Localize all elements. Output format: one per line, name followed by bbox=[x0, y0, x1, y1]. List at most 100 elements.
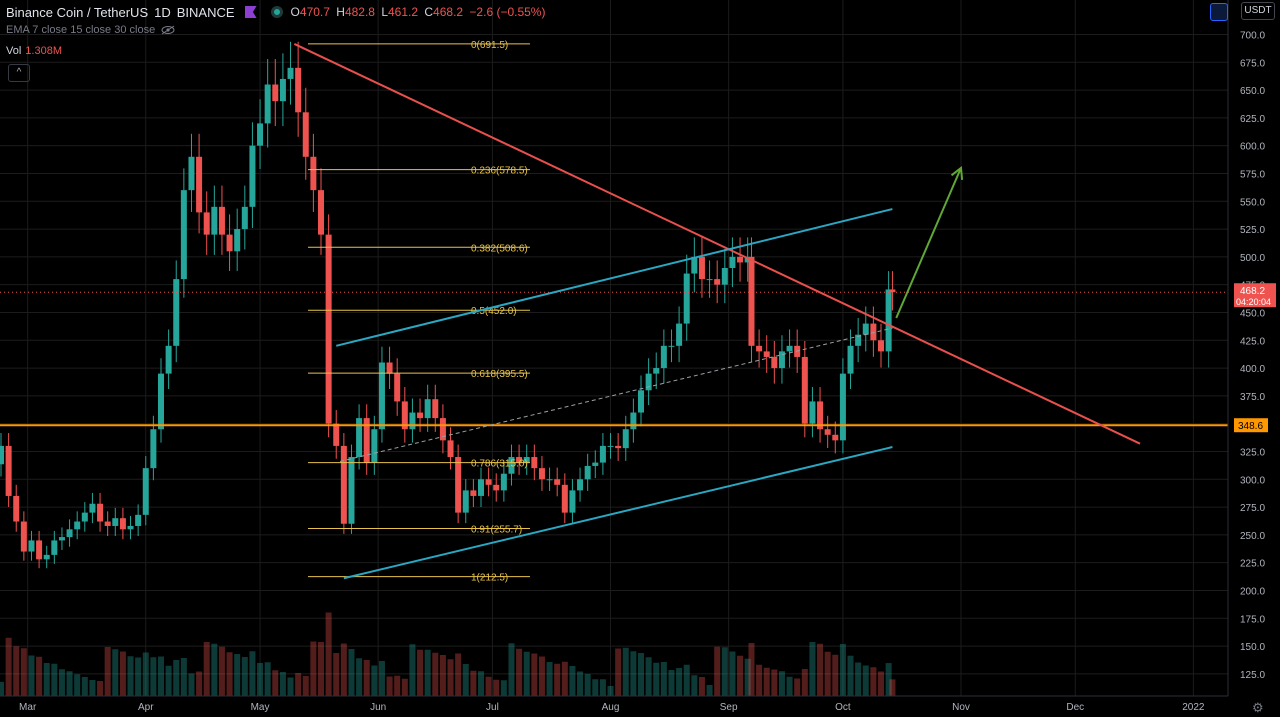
volume-bar bbox=[817, 643, 824, 696]
candle-body bbox=[847, 345, 854, 374]
candle-body bbox=[97, 503, 104, 522]
ema-legend[interactable]: EMA 7 close 15 close 30 close bbox=[6, 24, 175, 36]
candle-body bbox=[272, 84, 279, 102]
volume-bar bbox=[630, 651, 637, 696]
volume-bar bbox=[226, 652, 233, 696]
candle-body bbox=[234, 229, 241, 252]
gear-icon[interactable]: ⚙ bbox=[1252, 700, 1264, 715]
candle-body bbox=[786, 345, 793, 352]
time-tick-label: Oct bbox=[835, 702, 851, 713]
volume-bar bbox=[409, 644, 416, 696]
candle-body bbox=[561, 484, 568, 513]
volume-bar bbox=[523, 651, 530, 696]
price-tick-label: 375.0 bbox=[1240, 392, 1265, 403]
volume-bar bbox=[43, 663, 50, 696]
volume-bar bbox=[188, 673, 195, 696]
ohlc-values: O470.7 H482.8 L461.2 C468.2 −2.6 (−0.55%… bbox=[290, 5, 546, 19]
currency-button[interactable]: USDT bbox=[1241, 2, 1275, 20]
candle-body bbox=[599, 445, 606, 463]
volume-bar bbox=[196, 671, 203, 696]
channel-upper-line bbox=[335, 208, 893, 347]
candle-body bbox=[523, 457, 530, 463]
volume-bar bbox=[287, 677, 294, 696]
price-tick-label: 650.0 bbox=[1240, 86, 1265, 97]
volume-bar bbox=[234, 654, 241, 696]
volume-bar bbox=[5, 637, 12, 696]
price-tick-label: 400.0 bbox=[1240, 364, 1265, 375]
candle-body bbox=[516, 457, 523, 463]
volume-bar bbox=[348, 649, 355, 696]
candle-body bbox=[748, 256, 755, 346]
exchange-label: BINANCE bbox=[176, 4, 235, 20]
volume-bar bbox=[577, 671, 584, 696]
candle-body bbox=[279, 78, 286, 102]
volume-bar bbox=[310, 641, 317, 696]
candle-body bbox=[554, 479, 561, 485]
candle-body bbox=[645, 373, 652, 391]
volume-bar bbox=[516, 648, 523, 696]
candle-body bbox=[318, 190, 324, 235]
fib-level-label: 0.786(315.0) bbox=[471, 459, 528, 470]
candle-body bbox=[188, 156, 195, 191]
candle-body bbox=[36, 540, 43, 560]
candle-body bbox=[862, 323, 869, 335]
volume-bar bbox=[870, 667, 877, 696]
candle-body bbox=[310, 156, 317, 191]
eye-off-icon[interactable] bbox=[161, 25, 175, 35]
volume-bar bbox=[279, 672, 286, 696]
open-value: 470.7 bbox=[299, 5, 330, 19]
candle-body bbox=[150, 429, 157, 469]
candle-body bbox=[51, 540, 58, 555]
collapse-legend-button[interactable]: ^ bbox=[8, 64, 30, 82]
volume-bar bbox=[394, 675, 401, 696]
candle-body bbox=[889, 289, 896, 293]
live-dot-icon[interactable] bbox=[270, 6, 283, 18]
price-tick-label: 150.0 bbox=[1240, 642, 1265, 653]
candle-body bbox=[0, 445, 4, 465]
candle-body bbox=[508, 457, 515, 474]
time-tick-label: Jul bbox=[486, 702, 499, 713]
candle-body bbox=[165, 345, 172, 374]
price-tick-label: 600.0 bbox=[1240, 142, 1265, 153]
candle-body bbox=[447, 440, 454, 458]
candle-body bbox=[378, 362, 385, 430]
volume-bar bbox=[668, 670, 675, 696]
price-tick-label: 275.0 bbox=[1240, 503, 1265, 514]
candle-body bbox=[714, 279, 721, 285]
candle-body bbox=[135, 514, 142, 526]
volume-bar bbox=[645, 657, 652, 696]
symbol-name[interactable]: Binance Coin / TetherUS bbox=[6, 4, 149, 20]
candle-body bbox=[74, 521, 81, 530]
candle-body bbox=[158, 373, 164, 430]
volume-bar bbox=[546, 662, 553, 696]
candle-body bbox=[180, 190, 187, 280]
candle-body bbox=[584, 465, 591, 480]
candle-body bbox=[356, 418, 363, 458]
candle-body bbox=[66, 529, 73, 538]
volume-bar bbox=[74, 674, 81, 696]
volume-bar bbox=[272, 670, 279, 696]
volume-legend[interactable]: Vol 1.308M bbox=[6, 45, 62, 57]
volume-bar bbox=[500, 680, 507, 696]
price-tick-label: 550.0 bbox=[1240, 197, 1265, 208]
interval-label[interactable]: 1D bbox=[154, 4, 171, 20]
candle-body bbox=[58, 537, 65, 541]
volume-bar bbox=[28, 655, 35, 696]
candle-body bbox=[287, 67, 294, 79]
chart-settings-square-icon[interactable] bbox=[1210, 3, 1228, 21]
volume-bar bbox=[89, 680, 96, 696]
candle-body bbox=[683, 273, 690, 324]
price-tick-label: 625.0 bbox=[1240, 114, 1265, 125]
time-tick-label: Mar bbox=[19, 702, 37, 713]
flag-icon[interactable] bbox=[244, 6, 257, 18]
volume-bar bbox=[150, 657, 157, 696]
candle-body bbox=[409, 412, 416, 430]
candle-body bbox=[226, 234, 233, 252]
candle-body bbox=[325, 234, 332, 424]
volume-bar bbox=[325, 612, 332, 696]
volume-bar bbox=[127, 656, 134, 696]
volume-bar bbox=[847, 655, 854, 696]
candle-body bbox=[264, 84, 271, 124]
volume-bar bbox=[470, 670, 477, 696]
